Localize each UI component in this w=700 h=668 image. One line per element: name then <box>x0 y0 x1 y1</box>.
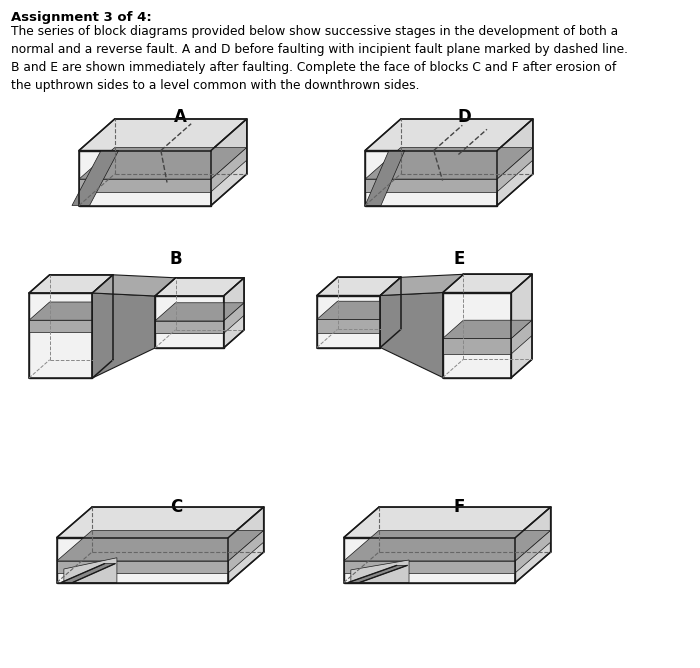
Polygon shape <box>317 295 380 347</box>
Polygon shape <box>155 278 244 296</box>
Polygon shape <box>348 565 407 582</box>
Polygon shape <box>155 321 223 333</box>
Text: E: E <box>454 250 466 268</box>
Polygon shape <box>61 564 115 582</box>
Polygon shape <box>443 275 532 293</box>
Polygon shape <box>79 119 246 150</box>
Text: The series of block diagrams provided below show successive stages in the develo: The series of block diagrams provided be… <box>10 25 628 92</box>
Polygon shape <box>155 303 244 321</box>
Polygon shape <box>317 277 401 295</box>
Polygon shape <box>380 293 443 377</box>
Polygon shape <box>365 148 533 179</box>
Polygon shape <box>365 150 497 206</box>
Polygon shape <box>317 319 380 333</box>
Polygon shape <box>223 303 244 333</box>
Polygon shape <box>497 119 533 206</box>
Polygon shape <box>365 150 405 206</box>
Polygon shape <box>443 339 512 353</box>
Polygon shape <box>515 530 551 572</box>
Text: Assignment 3 of 4:: Assignment 3 of 4: <box>10 11 151 24</box>
Polygon shape <box>92 275 176 296</box>
Polygon shape <box>211 119 246 206</box>
Polygon shape <box>228 507 264 582</box>
Polygon shape <box>365 179 497 192</box>
Polygon shape <box>443 320 532 339</box>
Polygon shape <box>211 148 246 192</box>
Polygon shape <box>344 530 551 561</box>
Polygon shape <box>57 530 264 561</box>
Polygon shape <box>317 301 401 319</box>
Polygon shape <box>92 293 155 378</box>
Polygon shape <box>64 558 117 582</box>
Polygon shape <box>79 179 211 192</box>
Polygon shape <box>29 320 92 332</box>
Polygon shape <box>57 507 264 538</box>
Polygon shape <box>29 293 92 378</box>
Polygon shape <box>365 119 533 150</box>
Polygon shape <box>443 293 512 377</box>
Polygon shape <box>380 301 401 333</box>
Polygon shape <box>515 507 551 582</box>
Polygon shape <box>497 148 533 192</box>
Text: F: F <box>454 498 466 516</box>
Polygon shape <box>57 538 228 582</box>
Polygon shape <box>344 561 515 572</box>
Polygon shape <box>57 561 228 572</box>
Polygon shape <box>29 275 113 293</box>
Polygon shape <box>380 275 463 295</box>
Polygon shape <box>223 278 244 348</box>
Polygon shape <box>29 302 113 320</box>
Text: D: D <box>458 108 472 126</box>
Polygon shape <box>92 275 113 378</box>
Polygon shape <box>228 530 264 572</box>
Polygon shape <box>351 560 409 582</box>
Polygon shape <box>72 150 118 206</box>
Text: A: A <box>174 108 187 126</box>
Polygon shape <box>344 538 515 582</box>
Text: C: C <box>170 498 182 516</box>
Polygon shape <box>512 275 532 377</box>
Polygon shape <box>512 320 532 353</box>
Polygon shape <box>92 302 113 332</box>
Text: B: B <box>169 250 183 268</box>
Polygon shape <box>155 296 223 348</box>
Polygon shape <box>79 148 246 179</box>
Polygon shape <box>79 150 211 206</box>
Polygon shape <box>344 507 551 538</box>
Polygon shape <box>380 277 401 347</box>
